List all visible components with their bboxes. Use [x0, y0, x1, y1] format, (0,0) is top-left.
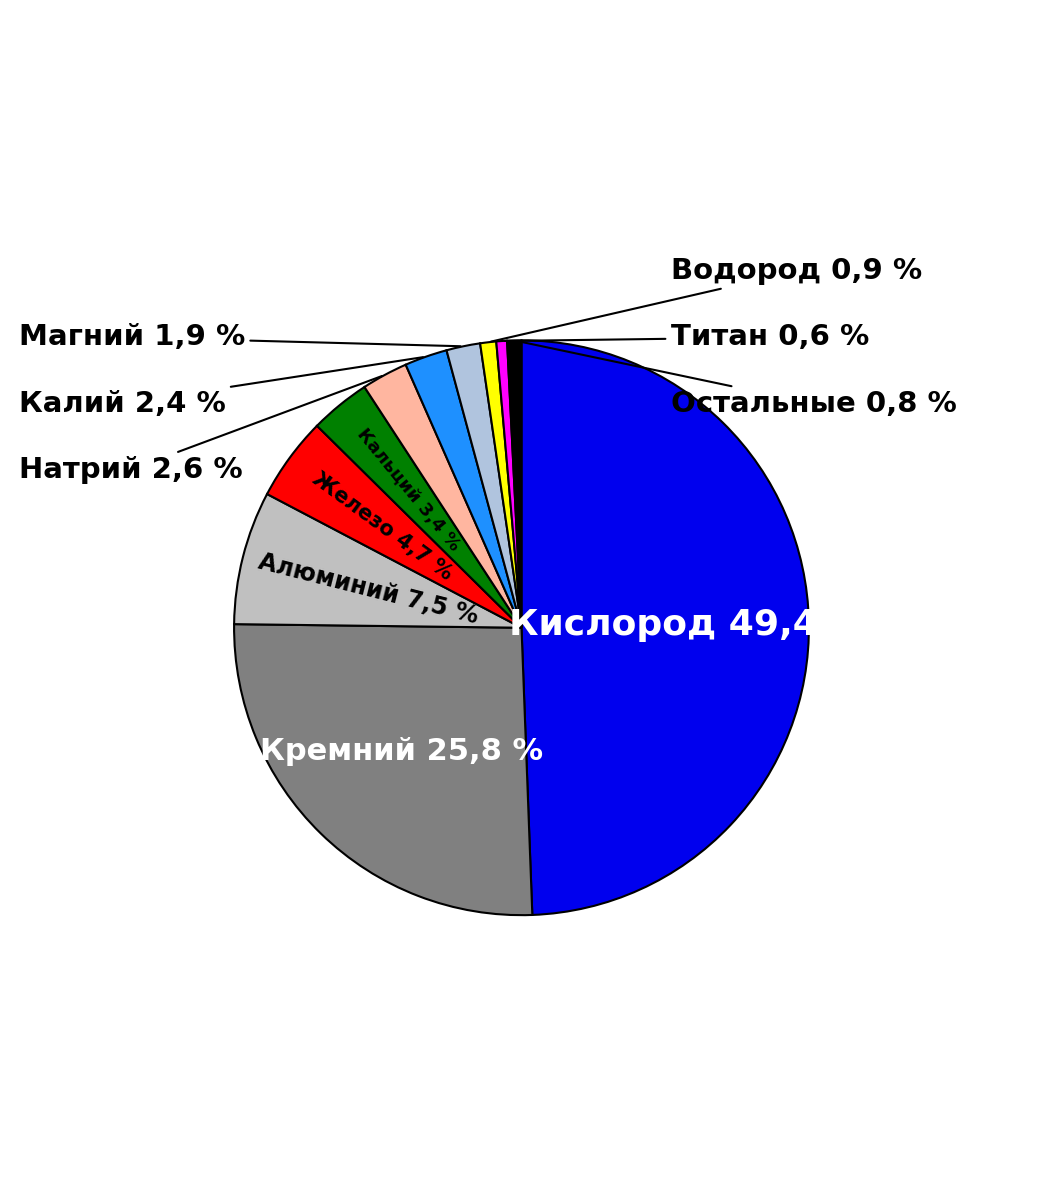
- Wedge shape: [406, 350, 522, 628]
- Text: Кремний 25,8 %: Кремний 25,8 %: [260, 737, 542, 766]
- Text: Кальций 3,4 %: Кальций 3,4 %: [354, 425, 464, 555]
- Text: Остальные 0,8 %: Остальные 0,8 %: [517, 341, 956, 418]
- Wedge shape: [507, 340, 522, 628]
- Text: Калий 2,4 %: Калий 2,4 %: [19, 357, 423, 418]
- Text: Титан 0,6 %: Титан 0,6 %: [505, 323, 869, 351]
- Wedge shape: [496, 340, 522, 628]
- Text: Алюминий 7,5 %: Алюминий 7,5 %: [256, 550, 481, 628]
- Wedge shape: [480, 341, 522, 628]
- Wedge shape: [317, 387, 522, 628]
- Wedge shape: [267, 425, 522, 628]
- Wedge shape: [446, 344, 522, 628]
- Wedge shape: [234, 624, 532, 915]
- Text: Натрий 2,6 %: Натрий 2,6 %: [19, 376, 382, 484]
- Text: Магний 1,9 %: Магний 1,9 %: [19, 323, 460, 351]
- Wedge shape: [234, 494, 522, 628]
- Wedge shape: [364, 364, 522, 628]
- Wedge shape: [522, 340, 809, 915]
- Text: Водород 0,9 %: Водород 0,9 %: [491, 258, 922, 341]
- Text: Кислород 49,4 %: Кислород 49,4 %: [509, 607, 867, 642]
- Text: Железо 4,7 %: Железо 4,7 %: [309, 468, 456, 583]
